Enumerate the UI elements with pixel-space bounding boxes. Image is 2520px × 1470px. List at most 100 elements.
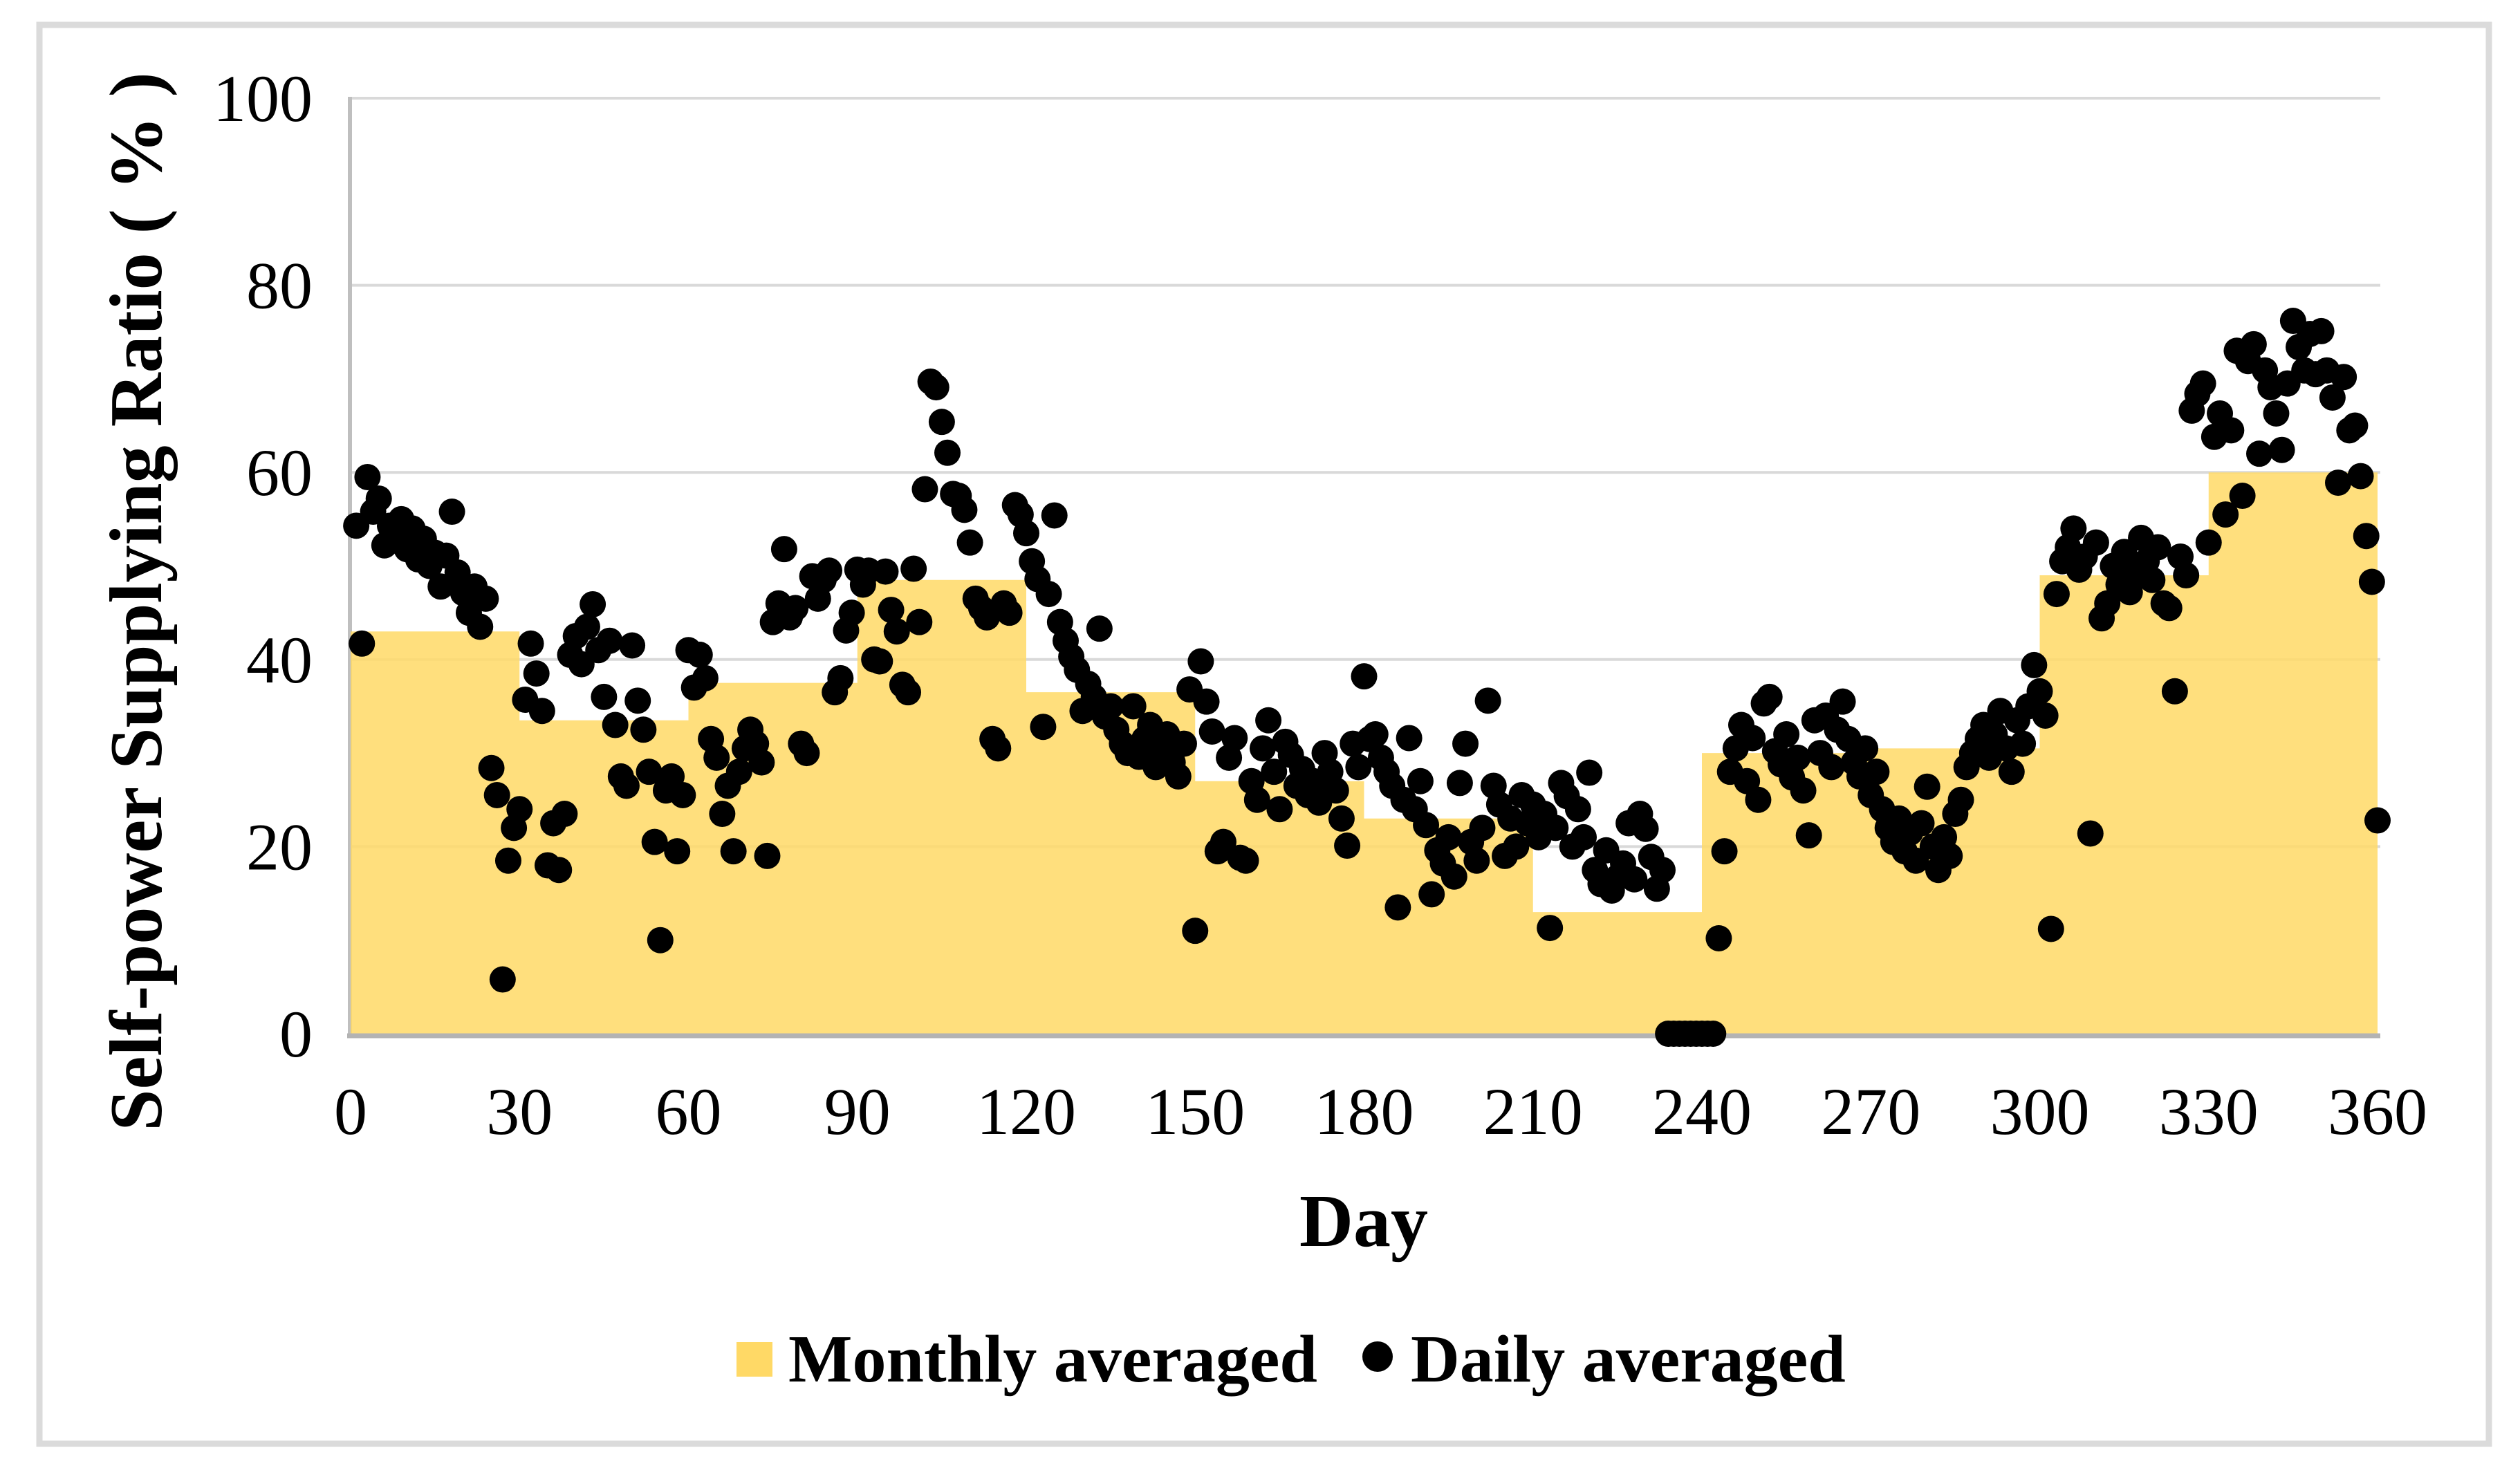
scatter-point: [636, 759, 663, 785]
scatter-point: [985, 735, 1012, 762]
scatter-point: [551, 801, 578, 828]
scatter-point: [365, 485, 392, 512]
scatter-point: [1120, 693, 1147, 720]
scatter-point: [2319, 384, 2346, 411]
scatter-point: [2144, 534, 2171, 561]
scatter-point: [900, 555, 927, 582]
scatter-point: [2189, 370, 2216, 397]
scatter-point: [725, 759, 752, 785]
x-tick-label: 150: [1145, 1074, 1245, 1148]
scatter-point: [602, 711, 629, 738]
scatter-point: [613, 772, 640, 799]
scatter-point: [1249, 735, 1276, 762]
scatter-point: [1041, 502, 1068, 529]
x-tick-label: 60: [656, 1074, 722, 1148]
scatter-point: [1571, 824, 1597, 850]
scatter-point: [1711, 838, 1738, 865]
scatter-point: [596, 627, 623, 654]
scatter-point: [2331, 364, 2357, 391]
scatter-point: [911, 476, 938, 503]
scatter-point: [1198, 718, 1225, 745]
scatter-point: [1243, 786, 1270, 813]
scatter-point: [573, 613, 600, 640]
x-tick-label: 30: [486, 1074, 553, 1148]
scatter-point: [1745, 786, 1772, 813]
scatter-point: [580, 590, 606, 617]
scatter-point: [1469, 815, 1496, 841]
scatter-point: [1756, 683, 1783, 710]
scatter-point: [647, 927, 674, 953]
scatter-point: [641, 828, 668, 855]
x-tick-label: 210: [1483, 1074, 1583, 1148]
scatter-point: [478, 754, 505, 781]
scatter-point: [1322, 777, 1349, 804]
scatter-point: [2353, 523, 2380, 550]
scatter-point: [1947, 786, 1974, 813]
x-tick-label: 180: [1315, 1074, 1414, 1148]
scatter-point: [883, 618, 910, 645]
scatter-point: [872, 558, 899, 585]
daily-averaged-scatter-series: [343, 308, 2391, 1047]
scatter-point: [1097, 693, 1124, 720]
scatter-point: [1576, 759, 1603, 786]
scatter-point: [1187, 648, 1214, 675]
scatter-point: [709, 801, 736, 828]
scatter-point: [546, 857, 573, 884]
scatter-point: [867, 648, 893, 675]
scatter-point: [2218, 417, 2245, 444]
scatter-point: [1852, 735, 1879, 762]
scatter-point: [1908, 810, 1935, 837]
scatter-point: [838, 599, 865, 626]
scatter-point: [951, 496, 978, 523]
scatter-point: [1914, 773, 1940, 800]
scatter-point: [996, 599, 1023, 626]
scatter-point: [1463, 847, 1490, 874]
x-tick-labels: 0 30 60 90 120 150 180 210 240 270 300 330 360: [334, 1074, 2427, 1148]
scatter-point: [1998, 759, 2025, 785]
scatter-point: [1030, 714, 1057, 741]
scatter-point: [782, 595, 809, 622]
scatter-point: [1261, 759, 1288, 785]
scatter-point: [467, 613, 494, 640]
scatter-point: [438, 499, 465, 525]
scatter-point: [1232, 847, 1259, 874]
scatter-point: [956, 529, 983, 556]
scatter-point: [703, 744, 730, 771]
scatter-point: [1396, 725, 1423, 752]
scatter-point: [1013, 520, 1039, 547]
scatter-point: [895, 679, 922, 706]
scatter-point: [793, 740, 820, 767]
scatter-point: [2060, 515, 2087, 542]
scatter-point: [489, 966, 516, 993]
scatter-point: [2268, 436, 2295, 463]
scatter-point: [472, 585, 499, 612]
scatter-point: [523, 660, 550, 687]
scatter-point: [1334, 832, 1361, 859]
scatter-point: [1345, 754, 1372, 781]
y-tick-label: 80: [246, 249, 313, 323]
scatter-point: [1503, 833, 1530, 860]
scatter-point: [878, 597, 905, 624]
scatter-point: [816, 557, 843, 584]
scatter-point: [1621, 866, 1648, 893]
scatter-point: [692, 664, 719, 691]
scatter-point: [1818, 754, 1845, 781]
scatter-point: [720, 838, 747, 865]
scatter-point: [1564, 796, 1591, 823]
scatter-point: [1790, 777, 1817, 804]
x-axis-title: Day: [1299, 1180, 1428, 1263]
scatter-point: [1418, 881, 1445, 908]
scatter-point: [1035, 581, 1062, 608]
x-tick-label: 270: [1821, 1074, 1920, 1148]
y-tick-label: 60: [246, 436, 313, 510]
legend-monthly-swatch-icon: [736, 1342, 772, 1377]
scatter-point: [1266, 796, 1293, 823]
scatter-point: [2021, 651, 2048, 678]
scatter-point: [1221, 725, 1248, 752]
scatter-point: [1407, 767, 1434, 794]
scatter-point: [2195, 529, 2222, 556]
scatter-point: [2229, 483, 2256, 510]
scatter-point: [934, 439, 961, 466]
scatter-point: [1795, 822, 1822, 849]
